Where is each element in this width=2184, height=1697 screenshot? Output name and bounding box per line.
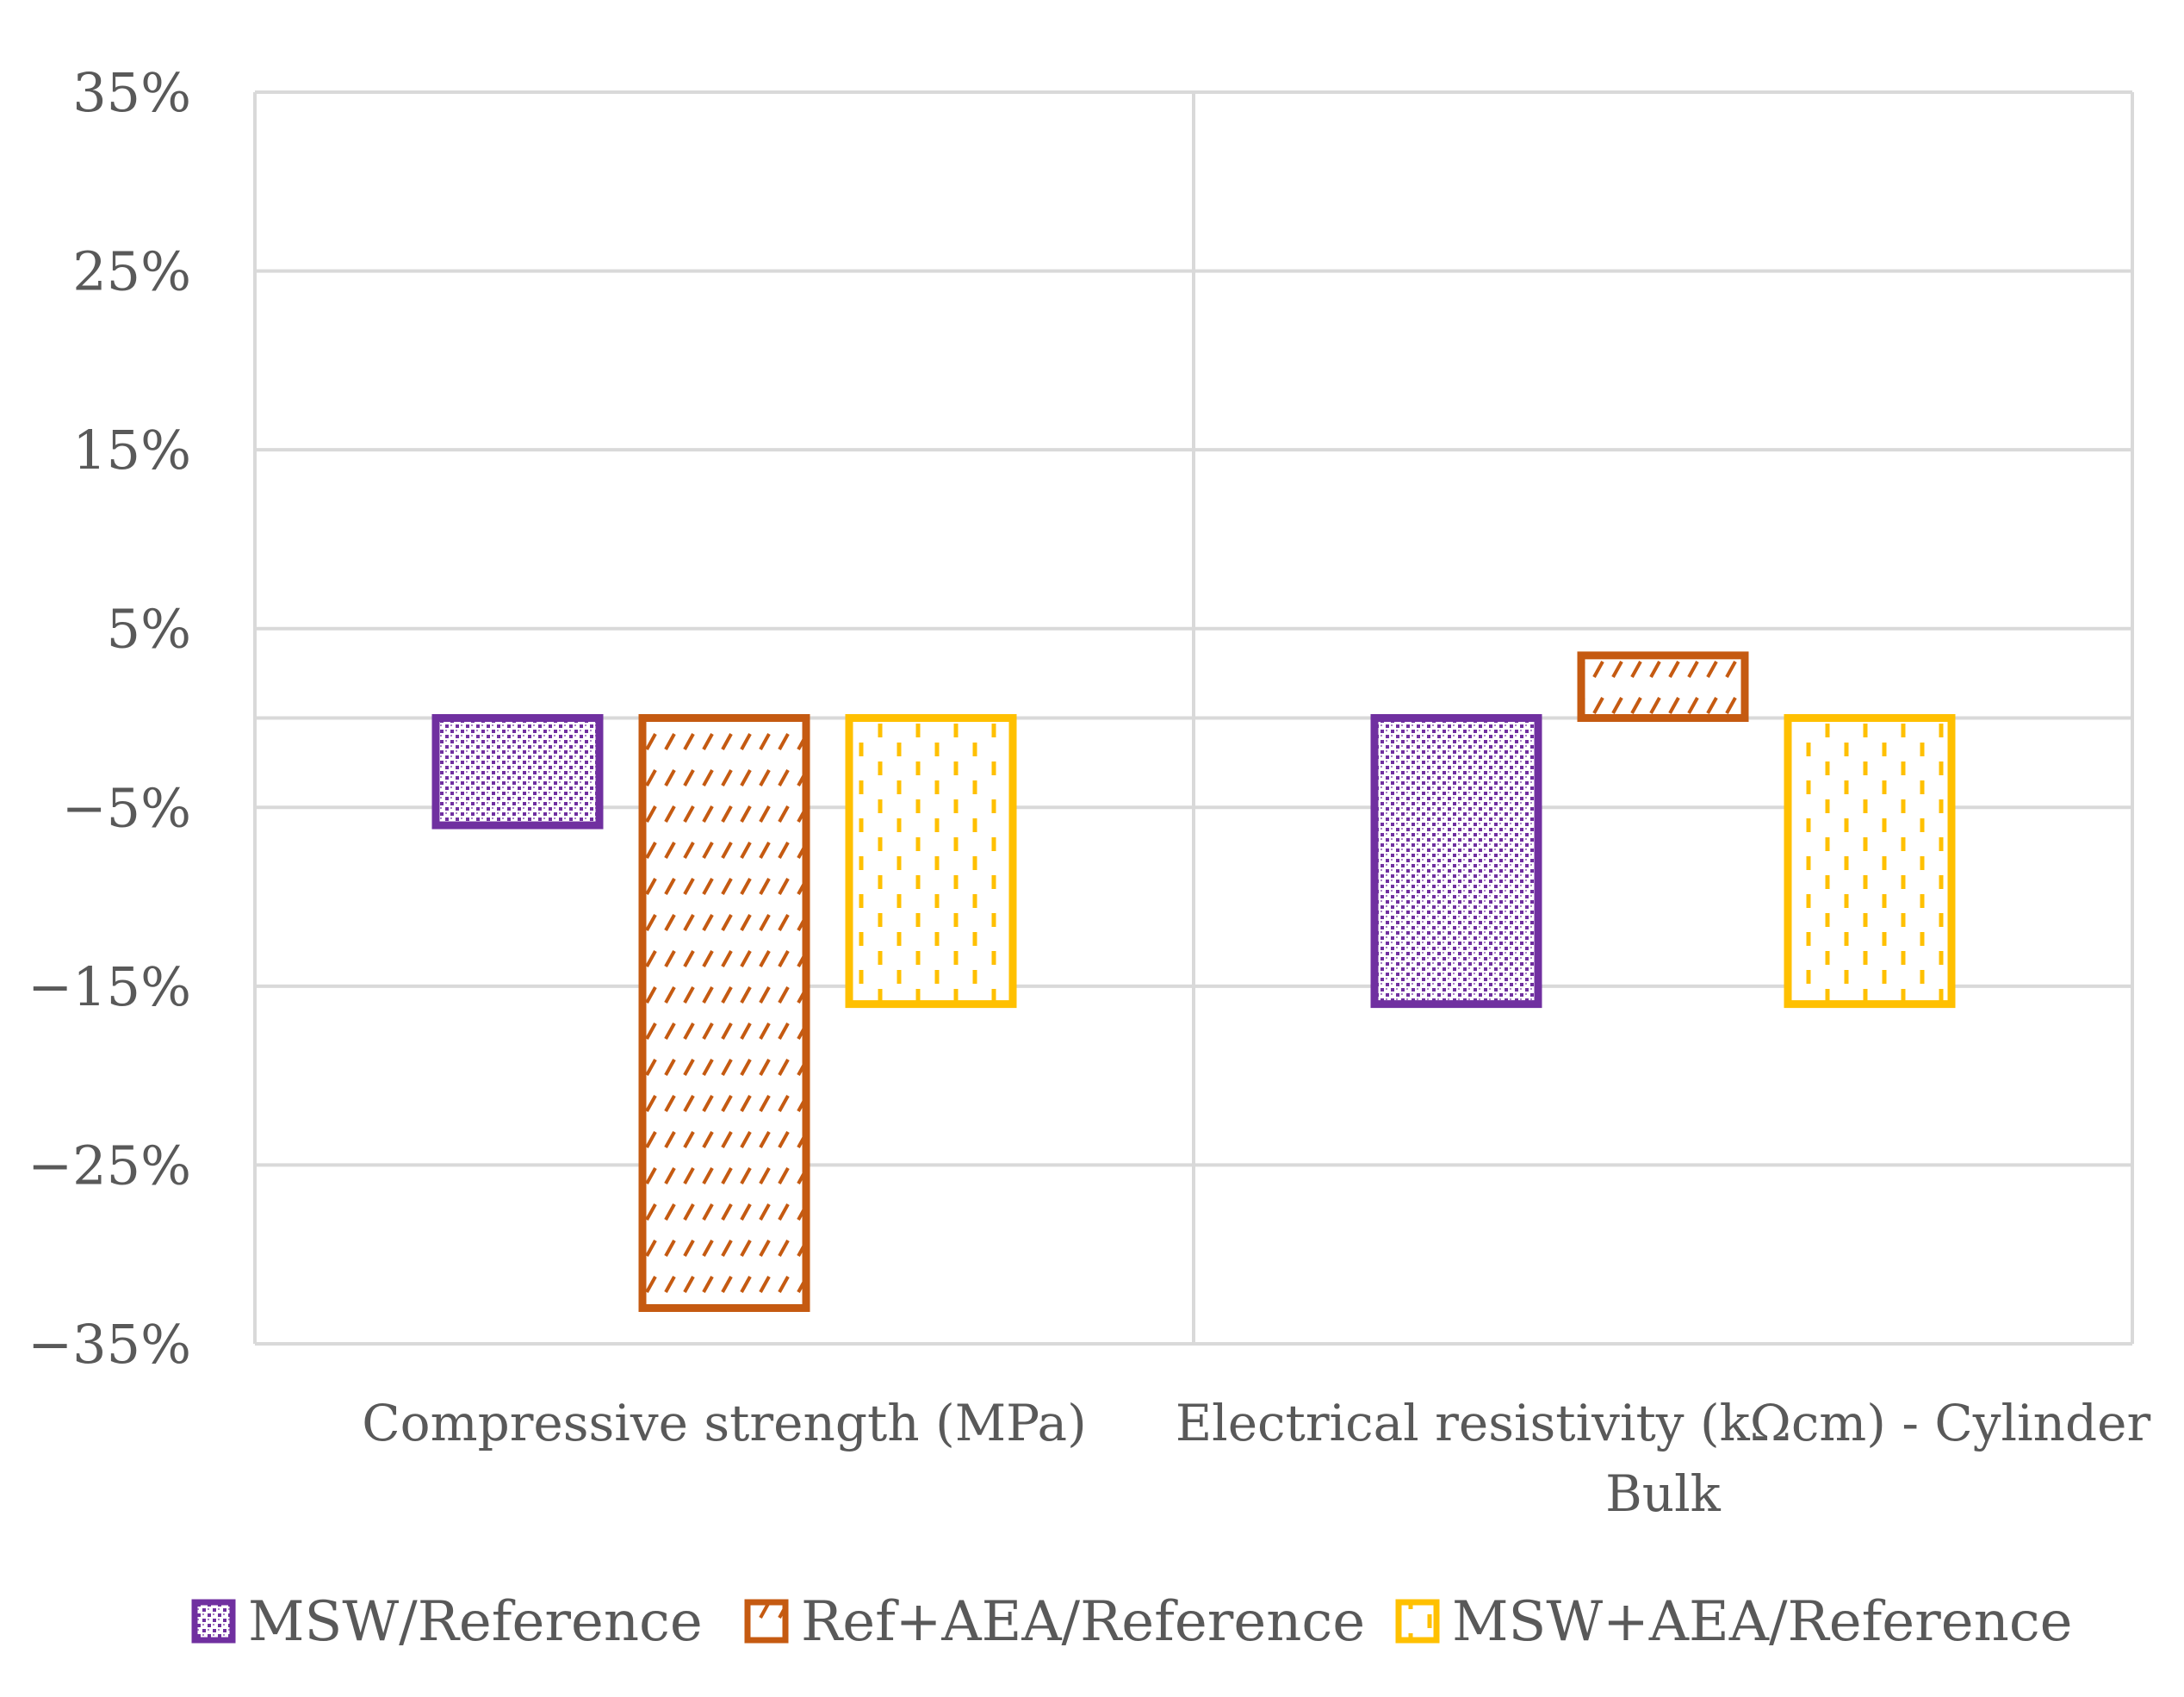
bar [431,714,604,830]
y-tick-label: −15% [28,955,191,1018]
bars-layer [431,651,1956,1312]
axis-layer: 35% 25% 15% 5% −5% −15% −25% −35% Compressive st… [28,61,2150,1523]
y-tick-label: −5% [62,776,191,839]
bar [845,714,1017,1009]
legend-label: MSW+AEA/Reference [1452,1590,2073,1654]
legend-swatch [1395,1599,1440,1644]
y-tick-label: 35% [72,61,191,124]
legend: MSW/Reference Ref+AEA/Reference MSW+AEA/Re… [191,1590,2073,1654]
legend-swatch [191,1599,236,1644]
legend-label: Ref+AEA/Reference [801,1590,1365,1654]
y-tick-label: −25% [28,1134,191,1197]
bar [1370,714,1542,1009]
x-tick-label: Electrical resistivity (kΩcm) - Cylinder [1176,1394,2151,1452]
bar [1577,651,1749,722]
bar [638,714,810,1312]
x-tick-label: Bulk [1605,1464,1722,1523]
y-tick-label: −35% [28,1313,191,1376]
legend-label: MSW/Reference [248,1590,703,1654]
y-tick-label: 25% [72,240,191,303]
legend-swatch [744,1599,789,1644]
y-tick-label: 15% [72,419,191,482]
bar [1784,714,1956,1009]
x-tick-label: Compressive strength (MPa) [362,1394,1086,1452]
y-tick-label: 5% [107,598,191,661]
